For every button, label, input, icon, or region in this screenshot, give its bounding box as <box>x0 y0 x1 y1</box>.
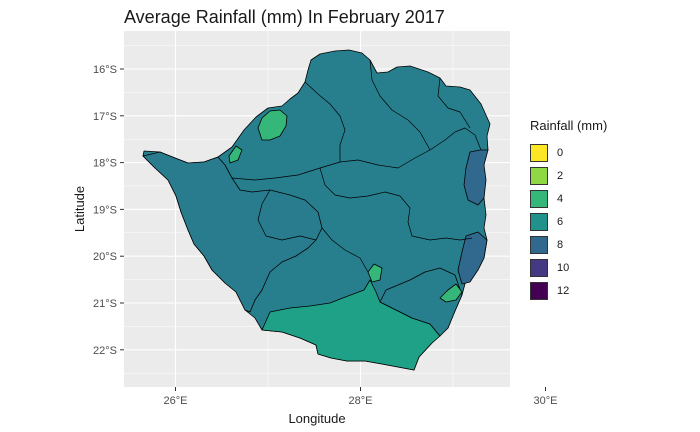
region-east-border[interactable] <box>457 149 489 285</box>
y-tick-label: 19°S <box>93 204 117 216</box>
region-west[interactable] <box>142 151 323 313</box>
legend-items: 0 2 4 6 8 10 12 <box>530 141 607 302</box>
legend-swatch <box>530 235 548 254</box>
legend-label: 2 <box>557 169 564 182</box>
y-tick-label: 17°S <box>93 111 117 123</box>
legend-label: 12 <box>557 284 570 297</box>
legend-swatch <box>530 189 548 208</box>
legend-label: 6 <box>557 215 564 228</box>
legend-item: 12 <box>530 279 607 302</box>
y-tick-label: 21°S <box>93 298 117 310</box>
legend: Rainfall (mm) 0 2 4 6 8 10 12 <box>530 118 607 302</box>
y-tick-label: 22°S <box>93 345 117 357</box>
x-tick-label: 30°E <box>534 395 558 407</box>
legend-swatch <box>530 281 548 300</box>
x-tick-label: 26°E <box>164 395 188 407</box>
legend-item: 0 <box>530 141 607 164</box>
x-axis: 26°E28°E30°E32°E <box>164 387 558 407</box>
legend-item: 10 <box>530 256 607 279</box>
legend-label: 4 <box>557 192 564 205</box>
region-layer <box>142 49 491 371</box>
legend-label: 10 <box>557 261 570 274</box>
y-tick-label: 20°S <box>93 251 117 263</box>
legend-item: 6 <box>530 210 607 233</box>
legend-swatch <box>530 166 548 185</box>
x-axis-title: Longitude <box>288 411 345 426</box>
y-tick-label: 18°S <box>93 158 117 170</box>
legend-item: 2 <box>530 164 607 187</box>
y-axis-title: Latitude <box>72 186 87 232</box>
x-tick-label: 28°E <box>349 395 373 407</box>
legend-label: 8 <box>557 238 564 251</box>
region-southeast[interactable] <box>379 267 463 337</box>
legend-item: 4 <box>530 187 607 210</box>
legend-swatch <box>530 212 548 231</box>
legend-item: 8 <box>530 233 607 256</box>
internal-boundaries <box>231 59 482 273</box>
region-northwest-patch[interactable] <box>257 109 288 141</box>
legend-swatch <box>530 258 548 277</box>
legend-swatch <box>530 143 548 162</box>
y-tick-label: 16°S <box>93 64 117 76</box>
legend-title: Rainfall (mm) <box>530 118 608 133</box>
map-title: Average Rainfall (mm) In February 2017 <box>124 7 445 27</box>
legend-label: 0 <box>557 146 564 159</box>
region-small-patches[interactable] <box>228 145 463 303</box>
y-axis: 16°S 17°S 18°S 19°S 20°S 21°S 22°S <box>93 64 124 357</box>
